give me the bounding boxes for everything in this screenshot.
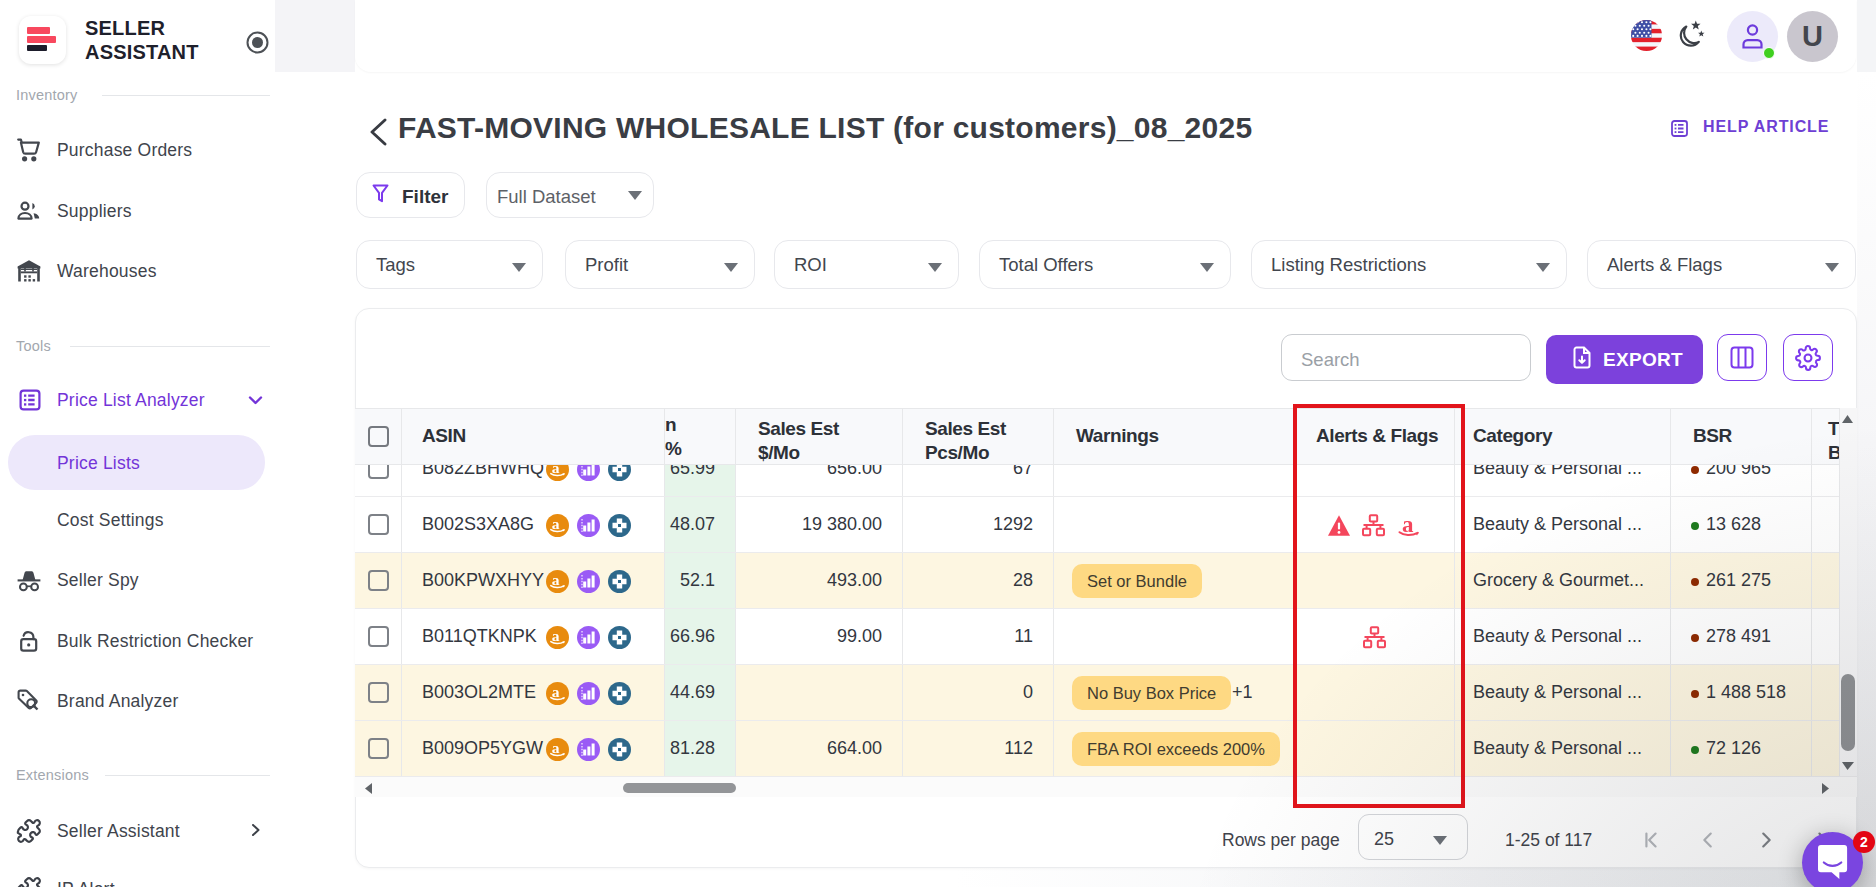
svg-text:a: a [552, 571, 560, 588]
svg-text:a: a [552, 683, 560, 700]
svg-text:a: a [552, 627, 560, 644]
svg-text:a: a [552, 739, 560, 756]
svg-text:a: a [552, 515, 560, 532]
